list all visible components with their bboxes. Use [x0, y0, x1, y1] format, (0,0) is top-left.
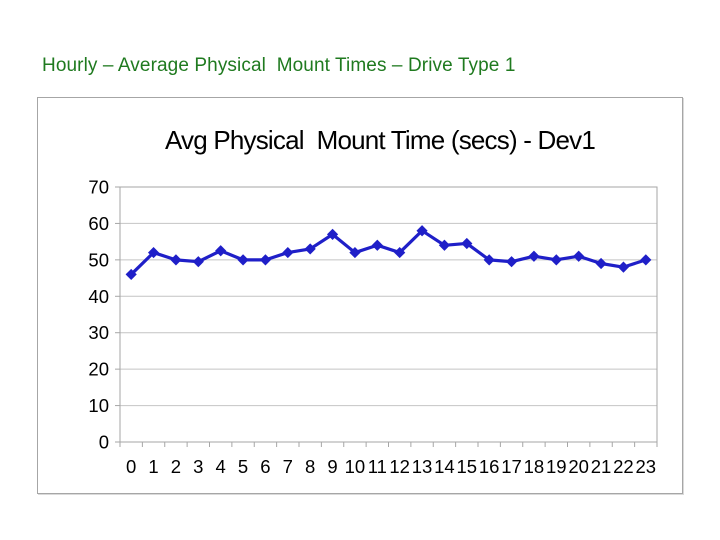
- data-point-marker: [192, 256, 204, 268]
- data-point-marker: [573, 250, 585, 262]
- y-tick-label: 60: [88, 213, 109, 234]
- data-point-marker: [304, 243, 316, 255]
- y-tick-label: 40: [88, 286, 109, 307]
- x-tick-label: 19: [546, 456, 567, 477]
- data-point-marker: [617, 261, 630, 273]
- data-point-marker: [640, 254, 652, 266]
- x-tick-label: 23: [636, 456, 657, 477]
- x-tick-label: 20: [568, 456, 589, 477]
- data-point-marker: [170, 254, 182, 266]
- x-tick-label: 15: [457, 456, 478, 477]
- series-line: [130, 229, 647, 276]
- y-tick-label: 50: [88, 249, 109, 270]
- data-point-marker: [349, 246, 361, 259]
- y-axis-labels: 0 10 20 30 40 50 60 70: [88, 177, 109, 453]
- x-tick-label: 0: [126, 456, 136, 477]
- data-point-marker: [237, 254, 249, 266]
- x-axis-labels: 0 1 2 3 4 5 6 7 8 9 10 11 12 13 14 15 16 17 18 19 20 21 22 23: [126, 456, 656, 477]
- y-tick-label: 30: [88, 322, 109, 343]
- x-tick-label: 14: [434, 456, 455, 477]
- axes: [115, 186, 658, 447]
- x-tick-label: 7: [283, 456, 293, 477]
- x-tick-label: 1: [148, 456, 158, 477]
- x-tick-label: 4: [216, 456, 226, 477]
- y-tick-label: 10: [88, 395, 109, 416]
- x-tick-label: 11: [368, 456, 387, 477]
- gridlines: [120, 222, 657, 407]
- x-tick-label: 5: [238, 456, 248, 477]
- series-dev1: [125, 225, 652, 281]
- chart-title: Avg Physical Mount Time (secs) - Dev1: [164, 125, 596, 155]
- data-point-marker: [438, 239, 451, 251]
- x-tick-label: 3: [193, 456, 203, 477]
- data-point-marker: [595, 257, 607, 270]
- chart-panel: 0 10 20 30 40 50 60 70 0 1 2 3 4 5 6 7 8 9 10 11 12 13 14 15 16 1…: [37, 97, 683, 494]
- x-tick-label: 10: [345, 456, 366, 477]
- page-title: Hourly – Average Physical Mount Times – …: [42, 55, 516, 76]
- y-tick-label: 0: [99, 432, 109, 453]
- x-tick-label: 2: [171, 456, 181, 477]
- data-point-marker: [326, 228, 339, 240]
- data-point-marker: [528, 250, 540, 262]
- data-point-marker: [394, 246, 406, 259]
- x-tick-label: 17: [501, 456, 522, 477]
- data-point-marker: [461, 237, 473, 250]
- x-tick-label: 8: [305, 456, 315, 477]
- data-point-marker: [550, 254, 562, 266]
- x-tick-label: 21: [591, 456, 612, 477]
- x-tick-label: 12: [389, 456, 410, 477]
- x-tick-label: 18: [524, 456, 545, 477]
- x-tick-label: 13: [412, 456, 433, 477]
- y-tick-label: 20: [88, 359, 109, 380]
- x-tick-label: 16: [479, 456, 500, 477]
- x-tick-label: 6: [260, 456, 270, 477]
- data-point-marker: [215, 245, 227, 257]
- data-point-marker: [147, 246, 160, 259]
- data-point-marker: [505, 256, 518, 268]
- plot-area-border: [119, 186, 658, 443]
- data-point-marker: [259, 254, 272, 266]
- x-tick-label: 22: [613, 456, 634, 477]
- y-tick-label: 70: [88, 177, 109, 198]
- data-point-marker: [282, 246, 294, 259]
- x-tick-label: 9: [327, 456, 337, 477]
- data-point-marker: [416, 225, 428, 237]
- data-point-marker: [371, 239, 383, 251]
